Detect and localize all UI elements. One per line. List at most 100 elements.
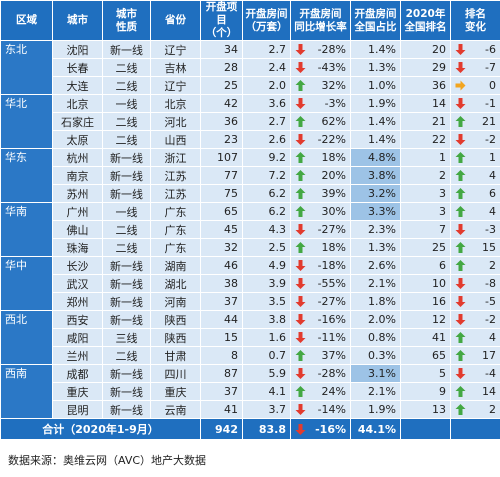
cell-text: -2 [485, 133, 496, 146]
table-cell: 太原 [52, 130, 103, 149]
cell-content: -14% [295, 403, 346, 416]
table-row: 重庆 新一线 重庆 37 4.1 24% 2.1% 9 14 [1, 382, 500, 401]
table-cell: 三线 [102, 328, 151, 347]
column-header: 排名 变化 [450, 0, 500, 41]
table-row: 华南 广州 一线 广东 65 6.2 30% 3.3% 3 4 [0, 202, 500, 257]
cell-text: -43% [317, 61, 346, 74]
trend-arrow [295, 296, 306, 307]
table-cell: 2 [400, 166, 451, 185]
table-cell: 29 [400, 58, 451, 77]
table-cell: 北京 [52, 94, 103, 113]
cell-content: 18% [295, 151, 346, 164]
table-row: 长春 二线 吉林 28 2.4 -43% 1.3% 29 -7 [1, 58, 500, 77]
cell-text: 20% [321, 169, 346, 182]
region-cell: 华中 [0, 256, 53, 311]
table-cell: 1.4% [350, 130, 401, 149]
table-cell: 新一线 [102, 166, 151, 185]
trend-arrow [455, 62, 466, 73]
table-cell: 36 [400, 76, 451, 95]
table-cell: 北京 [150, 94, 201, 113]
table-cell: 吉林 [150, 58, 201, 77]
trend-arrow [295, 423, 306, 435]
table-cell: -3 [450, 220, 500, 239]
table-row: 石家庄 二线 河北 36 2.7 62% 1.4% 21 21 [1, 112, 500, 131]
table-cell: 6.2 [242, 184, 291, 203]
column-header: 城市 性质 [102, 0, 151, 41]
trend-arrow [295, 224, 306, 235]
table-cell: 15 [450, 238, 500, 257]
table-cell: 5.9 [242, 364, 291, 383]
table-cell: -1 [450, 94, 500, 113]
region-cell: 西北 [0, 310, 53, 365]
cell-content: 2 [455, 403, 496, 416]
trend-arrow [295, 386, 306, 397]
total-cell: 942 [200, 418, 243, 440]
table-row: 华东 杭州 新一线 浙江 107 9.2 18% 4.8% 1 1 [0, 148, 500, 203]
cell-content: -16% [295, 423, 346, 436]
trend-arrow [295, 152, 306, 163]
trend-arrow [455, 260, 466, 271]
cell-content: -22% [295, 133, 346, 146]
table-cell: 4 [450, 166, 500, 185]
table-cell: 新一线 [102, 148, 151, 167]
table-cell: 江苏 [150, 184, 201, 203]
cell-text: 37% [321, 349, 346, 362]
table-cell: 41 [400, 328, 451, 347]
cell-content: 30% [295, 205, 346, 218]
table-cell: 二线 [102, 346, 151, 365]
table-cell: 沈阳 [52, 40, 103, 59]
table-cell: 新一线 [102, 400, 151, 419]
trend-arrow [295, 404, 306, 415]
table-cell: 一线 [102, 94, 151, 113]
table-cell: 西安 [52, 310, 103, 329]
table-cell: 2.6% [350, 256, 401, 275]
cell-text: 21 [482, 115, 496, 128]
trend-arrow [455, 350, 466, 361]
cell-content: -6 [455, 43, 496, 56]
cell-text: 15 [482, 241, 496, 254]
table-cell: 18% [290, 238, 351, 257]
trend-arrow [295, 80, 306, 91]
table-cell: 陕西 [150, 328, 201, 347]
cell-text: 18% [321, 241, 346, 254]
cell-text: 6 [489, 187, 496, 200]
cell-text: -22% [317, 133, 346, 146]
cell-content: -2 [455, 133, 496, 146]
cell-content: -8 [455, 277, 496, 290]
cell-text: 24% [321, 385, 346, 398]
table-cell: 2.3% [350, 220, 401, 239]
table-cell: 广州 [52, 202, 103, 221]
table-cell: 2.0 [242, 76, 291, 95]
table-cell: 32 [200, 238, 243, 257]
table-row: 南京 新一线 江苏 77 7.2 20% 3.8% 2 4 [1, 166, 500, 185]
table-cell: 42 [200, 94, 243, 113]
table-cell: 3.6 [242, 94, 291, 113]
cell-text: -14% [317, 403, 346, 416]
cell-content: 15 [455, 241, 496, 254]
total-empty [400, 418, 451, 440]
trend-arrow [455, 170, 466, 181]
table-cell: 30% [290, 202, 351, 221]
table-cell: 云南 [150, 400, 201, 419]
trend-arrow [455, 44, 466, 55]
table-cell: 石家庄 [52, 112, 103, 131]
table-cell: 河北 [150, 112, 201, 131]
table-cell: 4 [450, 202, 500, 221]
table-cell: 新一线 [102, 184, 151, 203]
table-cell: 辽宁 [150, 40, 201, 59]
table-cell: 9.2 [242, 148, 291, 167]
trend-arrow [295, 278, 306, 289]
table-cell: 重庆 [150, 382, 201, 401]
table-cell: 新一线 [102, 310, 151, 329]
table-cell: 1.9% [350, 400, 401, 419]
table-cell: 10 [400, 274, 451, 293]
table-cell: 14 [450, 382, 500, 401]
table-cell: 25 [400, 238, 451, 257]
table-cell: 陕西 [150, 310, 201, 329]
table-cell: -18% [290, 256, 351, 275]
trend-arrow [455, 386, 466, 397]
table-cell: 75 [200, 184, 243, 203]
table-cell: 山西 [150, 130, 201, 149]
table-row: 郑州 新一线 河南 37 3.5 -27% 1.8% 16 -5 [1, 292, 500, 311]
table-cell: 3.8 [242, 310, 291, 329]
